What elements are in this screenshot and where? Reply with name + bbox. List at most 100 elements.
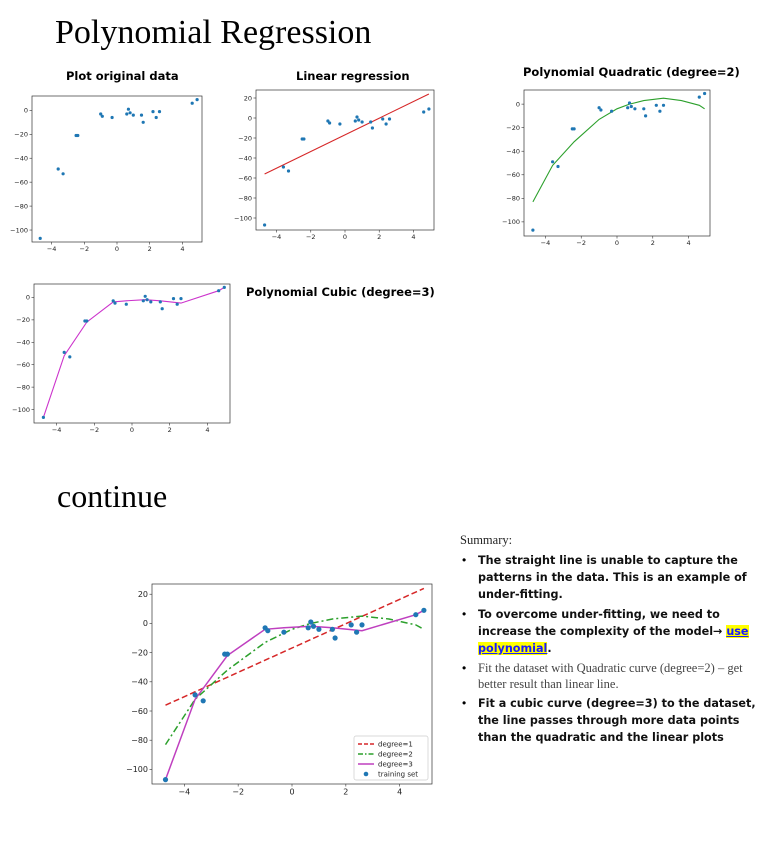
summary-bullet-3: Fit the dataset with Quadratic curve (de… bbox=[478, 661, 743, 691]
data-point bbox=[703, 91, 707, 96]
data-point bbox=[310, 623, 317, 629]
data-point bbox=[68, 355, 72, 359]
x-tick-label: 2 bbox=[651, 239, 655, 247]
y-tick-label: −100 bbox=[12, 406, 30, 414]
data-point bbox=[222, 285, 226, 289]
legend-box bbox=[353, 735, 429, 781]
y-tick-label: −40 bbox=[506, 148, 520, 156]
data-point bbox=[654, 103, 658, 107]
chart-comparison: −4 −2 0 2 4200−20−40−60−80−100degree=1degree… bbox=[126, 583, 433, 797]
data-point bbox=[265, 628, 271, 634]
y-tick-label: −100 bbox=[126, 765, 148, 774]
plot-cubic-title: Polynomial Cubic (degree=3) bbox=[246, 285, 435, 299]
y-tick-label: 0 bbox=[143, 619, 148, 628]
y-tick-label: −60 bbox=[238, 174, 252, 182]
section-heading-continue: continue bbox=[57, 478, 168, 514]
legend-label: training set bbox=[378, 771, 418, 779]
x-tick-label: −2 bbox=[232, 788, 244, 797]
data-point bbox=[556, 164, 560, 169]
x-tick-label: −2 bbox=[306, 233, 316, 241]
data-point bbox=[427, 107, 431, 111]
legend-label: degree=1 bbox=[378, 741, 413, 749]
data-point bbox=[141, 120, 145, 124]
page-title: Polynomial Regression bbox=[55, 14, 372, 51]
data-point bbox=[422, 110, 426, 114]
data-point bbox=[551, 160, 555, 164]
x-tick-label: 2 bbox=[148, 245, 152, 253]
x-tick-label: −2 bbox=[80, 245, 90, 253]
y-tick-label: 0 bbox=[24, 107, 28, 115]
data-point bbox=[175, 302, 179, 306]
data-point bbox=[145, 298, 149, 302]
data-point bbox=[162, 777, 169, 783]
data-point bbox=[224, 651, 230, 657]
data-point bbox=[76, 133, 80, 138]
y-tick-label: −40 bbox=[131, 678, 148, 687]
data-point bbox=[305, 625, 311, 631]
y-tick-label: 20 bbox=[244, 94, 252, 102]
data-point bbox=[200, 698, 206, 704]
summary-bullet-1: The straight line is unable to capture t… bbox=[478, 554, 747, 601]
data-point bbox=[531, 228, 535, 232]
summary-item: • Fit the dataset with Quadratic curve (d… bbox=[462, 661, 743, 691]
chart-original: −4 −2 0 2 40−20−40−60−80−100 bbox=[10, 95, 203, 253]
x-tick-label: 4 bbox=[686, 239, 690, 247]
y-tick-label: −80 bbox=[506, 195, 520, 203]
data-point bbox=[286, 169, 291, 173]
x-tick-label: 0 bbox=[115, 245, 119, 253]
data-point bbox=[658, 109, 662, 113]
data-point bbox=[369, 120, 373, 124]
data-point bbox=[192, 692, 198, 698]
data-point bbox=[38, 236, 42, 240]
y-tick-label: −40 bbox=[238, 154, 252, 162]
data-point bbox=[332, 635, 338, 641]
data-point bbox=[627, 101, 632, 105]
data-point bbox=[126, 107, 130, 111]
x-tick-label: 4 bbox=[397, 788, 402, 797]
data-point bbox=[281, 629, 287, 635]
y-tick-label: 0 bbox=[516, 100, 520, 108]
series-line bbox=[165, 587, 425, 706]
x-tick-label: 4 bbox=[411, 233, 415, 241]
y-tick-label: −60 bbox=[14, 178, 28, 186]
data-point bbox=[124, 302, 128, 306]
data-point bbox=[151, 110, 155, 114]
data-point bbox=[157, 110, 162, 114]
data-point bbox=[110, 115, 114, 120]
data-point bbox=[572, 127, 576, 131]
data-point bbox=[644, 114, 648, 118]
data-point bbox=[302, 137, 306, 141]
data-point bbox=[281, 165, 285, 169]
y-tick-label: −20 bbox=[506, 124, 520, 132]
data-point bbox=[41, 415, 45, 419]
x-tick-label: −4 bbox=[47, 245, 57, 253]
data-point bbox=[100, 114, 104, 118]
data-point bbox=[697, 95, 701, 99]
data-point bbox=[179, 297, 183, 301]
data-point bbox=[348, 622, 354, 628]
data-point bbox=[263, 223, 267, 227]
data-point bbox=[626, 106, 630, 110]
data-point bbox=[629, 104, 633, 109]
x-tick-label: 4 bbox=[180, 245, 184, 253]
y-tick-label: −40 bbox=[16, 339, 30, 347]
data-point bbox=[190, 101, 194, 105]
summary-bullet-2-end: . bbox=[547, 642, 552, 655]
summary-panel: Summary: • The straight line is unable to… bbox=[460, 533, 760, 749]
data-point bbox=[355, 115, 359, 119]
series-line bbox=[42, 286, 225, 418]
y-tick-label: −20 bbox=[14, 131, 28, 139]
data-point bbox=[661, 103, 666, 107]
y-tick-label: −40 bbox=[14, 155, 28, 163]
y-tick-label: 0 bbox=[26, 294, 30, 302]
chart-cubic: −4 −2 0 2 40−20−40−60−80−100 bbox=[12, 283, 231, 434]
x-tick-label: −4 bbox=[541, 239, 551, 247]
y-tick-label: −60 bbox=[16, 361, 30, 369]
data-point bbox=[56, 167, 60, 171]
data-point bbox=[421, 607, 427, 613]
y-tick-label: −100 bbox=[10, 226, 28, 234]
data-point bbox=[338, 122, 342, 126]
data-point bbox=[149, 300, 153, 304]
y-tick-label: −80 bbox=[238, 194, 252, 202]
